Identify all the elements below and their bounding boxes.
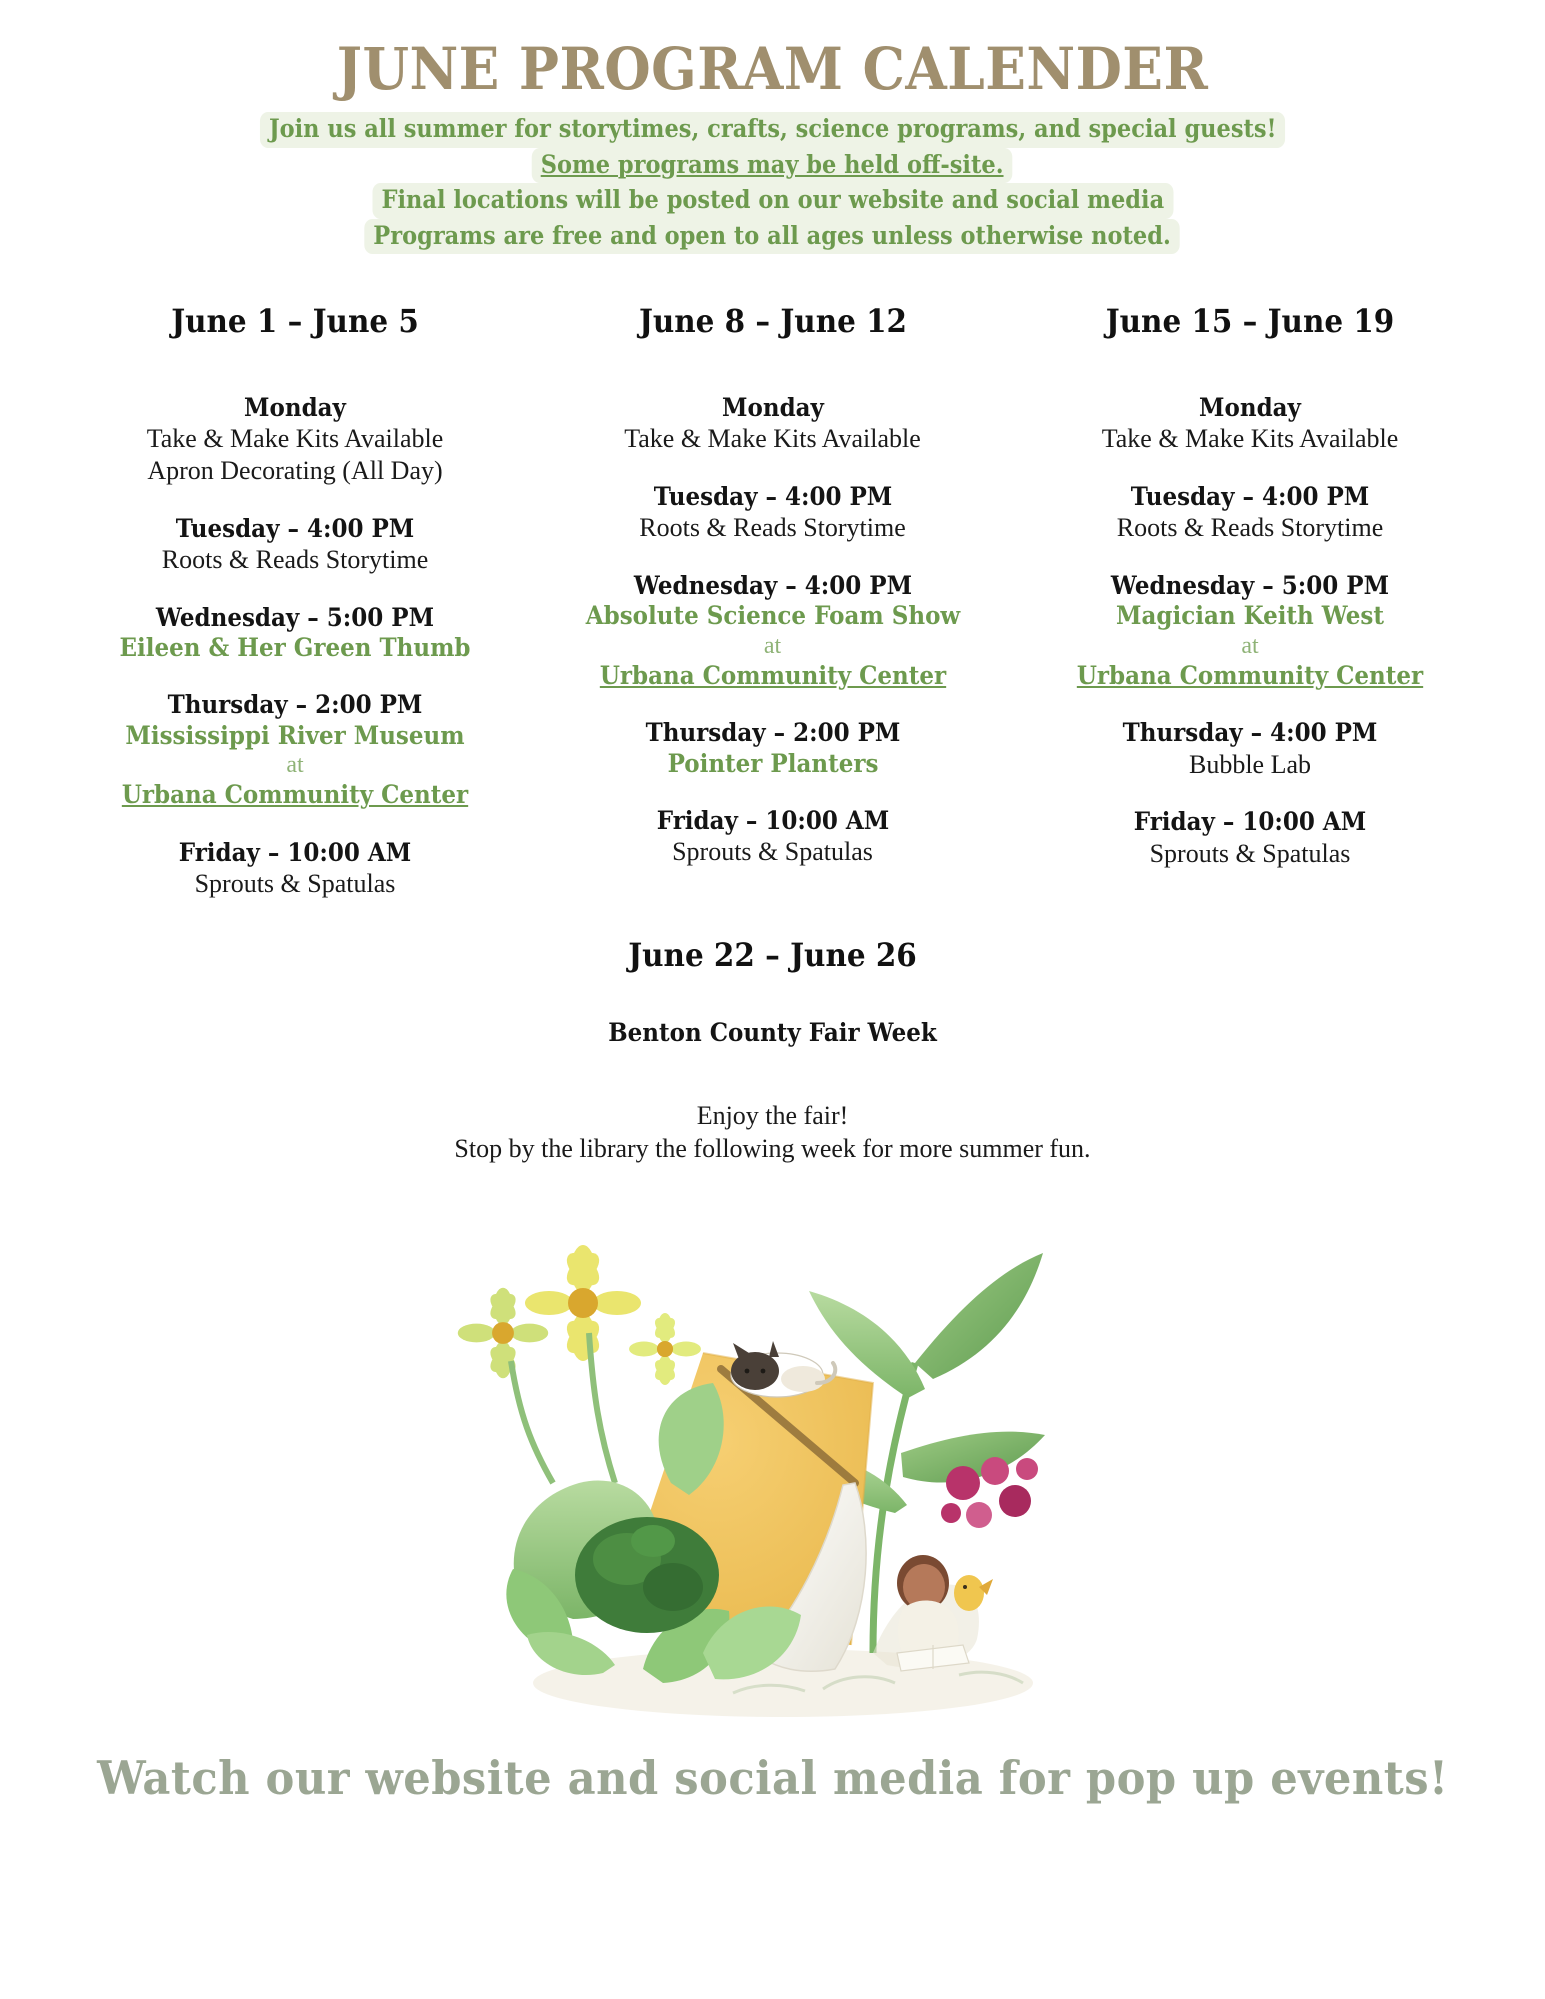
subtitle-line-4: Programs are free and open to all ages u… xyxy=(0,218,1545,254)
event-day-label: Wednesday – 5:00 PM xyxy=(1110,570,1390,600)
subtitle-text-2: Some programs may be held off-site. xyxy=(532,147,1013,183)
event-w1-monday: Monday Take & Make Kits Available Apron … xyxy=(60,392,530,487)
fair-week-note-2: Stop by the library the following week f… xyxy=(454,1134,1091,1164)
illustration-wrap xyxy=(0,1183,1545,1743)
fair-week-heading: Benton County Fair Week xyxy=(608,1017,937,1047)
event-day-label: Wednesday – 5:00 PM xyxy=(155,602,435,632)
week-range-2: June 8 – June 12 xyxy=(638,302,907,340)
event-day-label: Friday – 10:00 AM xyxy=(1133,807,1367,837)
event-day-label: Tuesday – 4:00 PM xyxy=(175,513,415,543)
subtitle-text-3: Final locations will be posted on our we… xyxy=(372,183,1173,219)
event-day-label: Monday xyxy=(1199,393,1301,422)
event-w3-thursday: Thursday – 4:00 PM Bubble Lab xyxy=(1015,717,1485,780)
event-day-label: Friday – 10:00 AM xyxy=(656,806,889,836)
event-w3-monday: Monday Take & Make Kits Available xyxy=(1015,392,1485,455)
week-column-1: June 1 – June 5 Monday Take & Make Kits … xyxy=(60,302,530,926)
event-detail: Take & Make Kits Available xyxy=(1101,424,1399,454)
event-day-label: Monday xyxy=(244,393,346,422)
footer: Watch our website and social media for p… xyxy=(0,1751,1545,1805)
fair-week-range: June 22 – June 26 xyxy=(628,935,917,974)
garden-tent-cat-child-illustration xyxy=(403,1183,1143,1743)
event-day-label: Tuesday – 4:00 PM xyxy=(1130,481,1370,511)
week-range-3: June 15 – June 19 xyxy=(1105,302,1395,340)
event-w2-wednesday: Wednesday – 4:00 PM Absolute Science Foa… xyxy=(538,570,1008,692)
event-w1-thursday: Thursday – 2:00 PM Mississippi River Mus… xyxy=(60,689,530,811)
magenta-flowers xyxy=(940,1457,1038,1529)
footer-text: Watch our website and social media for p… xyxy=(96,1751,1449,1806)
event-detail: Take & Make Kits Available xyxy=(624,424,921,454)
event-w3-tuesday: Tuesday – 4:00 PM Roots & Reads Storytim… xyxy=(1015,481,1485,544)
event-w3-wednesday: Wednesday – 5:00 PM Magician Keith West … xyxy=(1015,570,1485,692)
event-detail: Sprouts & Spatulas xyxy=(1149,838,1351,868)
event-at-connector: at xyxy=(286,752,304,779)
event-w2-friday: Friday – 10:00 AM Sprouts & Spatulas xyxy=(538,805,1008,868)
event-detail-highlight: Eileen & Her Green Thumb xyxy=(119,632,471,662)
event-detail: Sprouts & Spatulas xyxy=(194,869,396,899)
week-range-1: June 1 – June 5 xyxy=(171,302,419,340)
event-day-label: Wednesday – 4:00 PM xyxy=(633,570,912,600)
event-detail: Bubble Lab xyxy=(1188,749,1312,779)
subtitle-block: Join us all summer for storytimes, craft… xyxy=(0,112,1545,254)
week-column-3: June 15 – June 19 Monday Take & Make Kit… xyxy=(1015,302,1485,926)
event-venue-link[interactable]: Urbana Community Center xyxy=(1076,660,1424,690)
event-day-label: Thursday – 4:00 PM xyxy=(1122,718,1378,748)
grass-strokes xyxy=(731,1671,1024,1695)
event-day-label: Tuesday – 4:00 PM xyxy=(653,481,892,511)
event-detail-highlight: Pointer Planters xyxy=(667,748,878,778)
event-venue-link[interactable]: Urbana Community Center xyxy=(121,780,469,810)
event-w1-wednesday: Wednesday – 5:00 PM Eileen & Her Green T… xyxy=(60,602,530,664)
event-detail-highlight: Mississippi River Museum xyxy=(125,720,465,750)
event-w1-friday: Friday – 10:00 AM Sprouts & Spatulas xyxy=(60,837,530,900)
week-columns: June 1 – June 5 Monday Take & Make Kits … xyxy=(0,302,1545,926)
event-w2-monday: Monday Take & Make Kits Available xyxy=(538,392,1008,455)
event-detail: Apron Decorating (All Day) xyxy=(147,455,443,485)
fair-week-note-1: Enjoy the fair! xyxy=(696,1100,849,1130)
yellow-daisies xyxy=(457,1245,701,1485)
event-detail: Roots & Reads Storytime xyxy=(161,544,429,574)
event-detail: Sprouts & Spatulas xyxy=(672,837,873,867)
page-title: JUNE PROGRAM CALENDER xyxy=(336,35,1209,103)
event-w1-tuesday: Tuesday – 4:00 PM Roots & Reads Storytim… xyxy=(60,513,530,576)
event-day-label: Friday – 10:00 AM xyxy=(178,837,412,867)
event-w2-thursday: Thursday – 2:00 PM Pointer Planters xyxy=(538,717,1008,779)
event-at-connector: at xyxy=(1241,632,1259,659)
event-detail-highlight: Absolute Science Foam Show xyxy=(585,601,960,631)
event-detail: Take & Make Kits Available xyxy=(146,424,444,454)
event-day-label: Thursday – 2:00 PM xyxy=(167,690,423,720)
event-day-label: Monday xyxy=(721,393,824,422)
subtitle-text-4: Programs are free and open to all ages u… xyxy=(364,218,1181,254)
event-detail-highlight: Magician Keith West xyxy=(1116,601,1384,631)
subtitle-line-3: Final locations will be posted on our we… xyxy=(0,183,1545,219)
event-detail: Roots & Reads Storytime xyxy=(639,513,906,543)
event-day-label: Thursday – 2:00 PM xyxy=(645,718,900,748)
week-column-2: June 8 – June 12 Monday Take & Make Kits… xyxy=(538,302,1008,926)
event-w2-tuesday: Tuesday – 4:00 PM Roots & Reads Storytim… xyxy=(538,481,1008,544)
subtitle-line-1: Join us all summer for storytimes, craft… xyxy=(0,112,1545,148)
subtitle-line-2: Some programs may be held off-site. xyxy=(0,147,1545,183)
event-detail: Roots & Reads Storytime xyxy=(1116,513,1384,543)
event-at-connector: at xyxy=(763,632,782,659)
event-w3-friday: Friday – 10:00 AM Sprouts & Spatulas xyxy=(1015,806,1485,869)
sleeping-cat xyxy=(729,1341,837,1399)
fair-week-section: June 22 – June 26 Benton County Fair Wee… xyxy=(0,936,1545,1166)
event-venue-link[interactable]: Urbana Community Center xyxy=(599,660,946,690)
subtitle-text-1: Join us all summer for storytimes, craft… xyxy=(259,112,1286,148)
reading-child xyxy=(872,1555,993,1673)
cabbage-greens xyxy=(505,1383,801,1684)
